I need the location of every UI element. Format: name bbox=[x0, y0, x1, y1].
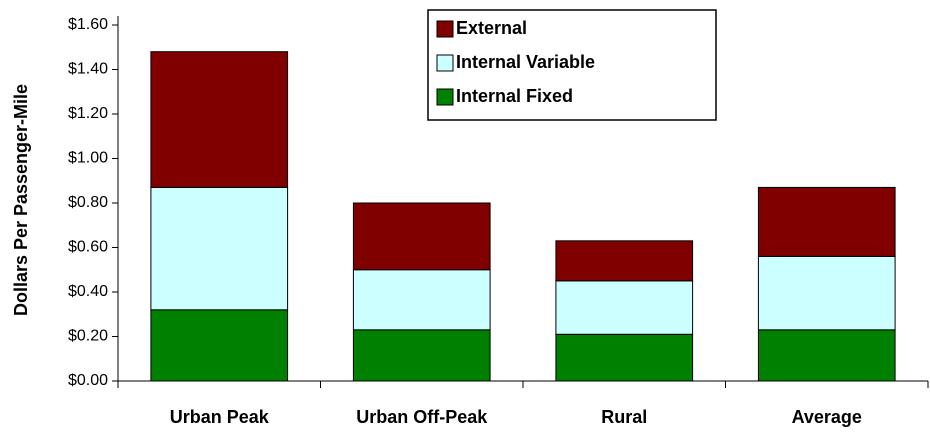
bar-segment bbox=[150, 309, 289, 382]
legend-swatch bbox=[436, 54, 454, 72]
y-tick-label: $0.60 bbox=[68, 239, 108, 256]
bar-segment bbox=[757, 186, 896, 257]
legend-label: External bbox=[456, 18, 527, 38]
legend-label: Internal Variable bbox=[456, 52, 595, 72]
y-tick-label: $1.60 bbox=[68, 16, 108, 33]
bar-segment bbox=[352, 202, 491, 271]
bar-segment bbox=[555, 280, 694, 335]
bar-segment bbox=[757, 329, 896, 382]
bar-segment bbox=[555, 240, 694, 282]
bar-segment bbox=[555, 333, 694, 382]
bar-segment bbox=[150, 186, 289, 311]
y-tick-label: $0.80 bbox=[68, 194, 108, 211]
legend-label: Internal Fixed bbox=[456, 86, 573, 106]
bar-segment bbox=[352, 329, 491, 382]
y-tick-label: $1.20 bbox=[68, 105, 108, 122]
legend-swatch bbox=[436, 20, 454, 38]
bar-segment bbox=[352, 269, 491, 331]
y-tick-label: $1.40 bbox=[68, 61, 108, 78]
bar-segment bbox=[150, 51, 289, 188]
y-tick-label: $0.40 bbox=[68, 283, 108, 300]
x-tick-label: Average bbox=[792, 407, 862, 427]
y-tick-label: $0.00 bbox=[68, 372, 108, 389]
legend-box bbox=[427, 9, 717, 121]
bar-segment bbox=[757, 255, 896, 331]
x-tick-label: Urban Peak bbox=[170, 407, 270, 427]
y-tick-label: $0.20 bbox=[68, 328, 108, 345]
x-tick-label: Urban Off-Peak bbox=[356, 407, 488, 427]
legend-swatch bbox=[436, 88, 454, 106]
y-tick-label: $1.00 bbox=[68, 150, 108, 167]
x-tick-label: Rural bbox=[601, 407, 647, 427]
y-axis-title: Dollars Per Passenger-Mile bbox=[11, 84, 31, 316]
